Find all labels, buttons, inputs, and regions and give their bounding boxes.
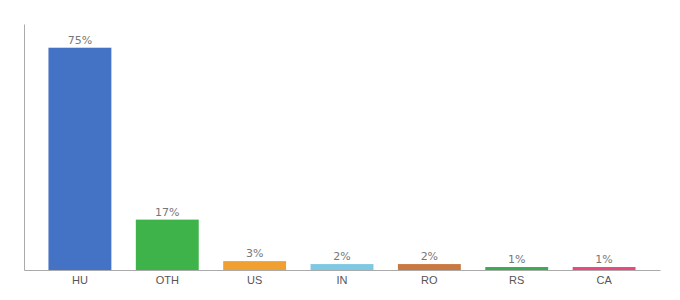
chart: HU OTH US IN RO RS CA 75% 17% 3% 2% 2% 1% 1% <box>0 0 680 300</box>
tick-label: CA <box>596 274 612 286</box>
data-label: 2% <box>333 250 350 263</box>
data-label: 3% <box>246 247 263 260</box>
axis-domain <box>25 270 661 271</box>
bar <box>573 267 636 270</box>
tick: RS <box>509 274 524 286</box>
tick-label: HU <box>72 274 88 286</box>
data-label: 2% <box>421 250 438 263</box>
tick-label: RO <box>421 274 438 286</box>
bar <box>48 48 111 270</box>
tick: RO <box>421 274 438 286</box>
tick: CA <box>596 274 612 286</box>
tick: IN <box>337 274 348 286</box>
data-label: 1% <box>508 253 525 266</box>
bar <box>485 267 548 270</box>
bar <box>136 220 199 270</box>
tick-label: IN <box>337 274 348 286</box>
plot: HU OTH US IN RO RS CA 75% 17% 3% 2% 2% 1% 1% <box>25 25 661 286</box>
bar <box>398 264 461 270</box>
y-axis <box>24 25 25 271</box>
bar <box>223 261 286 270</box>
tick: HU <box>72 274 88 286</box>
data-labels: 75% 17% 3% 2% 2% 1% 1% <box>68 34 613 266</box>
tick-label: RS <box>509 274 524 286</box>
tick-label: OTH <box>156 274 179 286</box>
data-label: 17% <box>155 206 179 219</box>
data-label: 1% <box>595 253 612 266</box>
tick: OTH <box>156 274 179 286</box>
bars <box>48 48 635 270</box>
bar <box>311 264 374 270</box>
tick: US <box>247 274 262 286</box>
x-axis: HU OTH US IN RO RS CA <box>25 271 661 286</box>
axis-domain <box>24 25 25 271</box>
data-label: 75% <box>68 34 92 47</box>
tick-label: US <box>247 274 262 286</box>
